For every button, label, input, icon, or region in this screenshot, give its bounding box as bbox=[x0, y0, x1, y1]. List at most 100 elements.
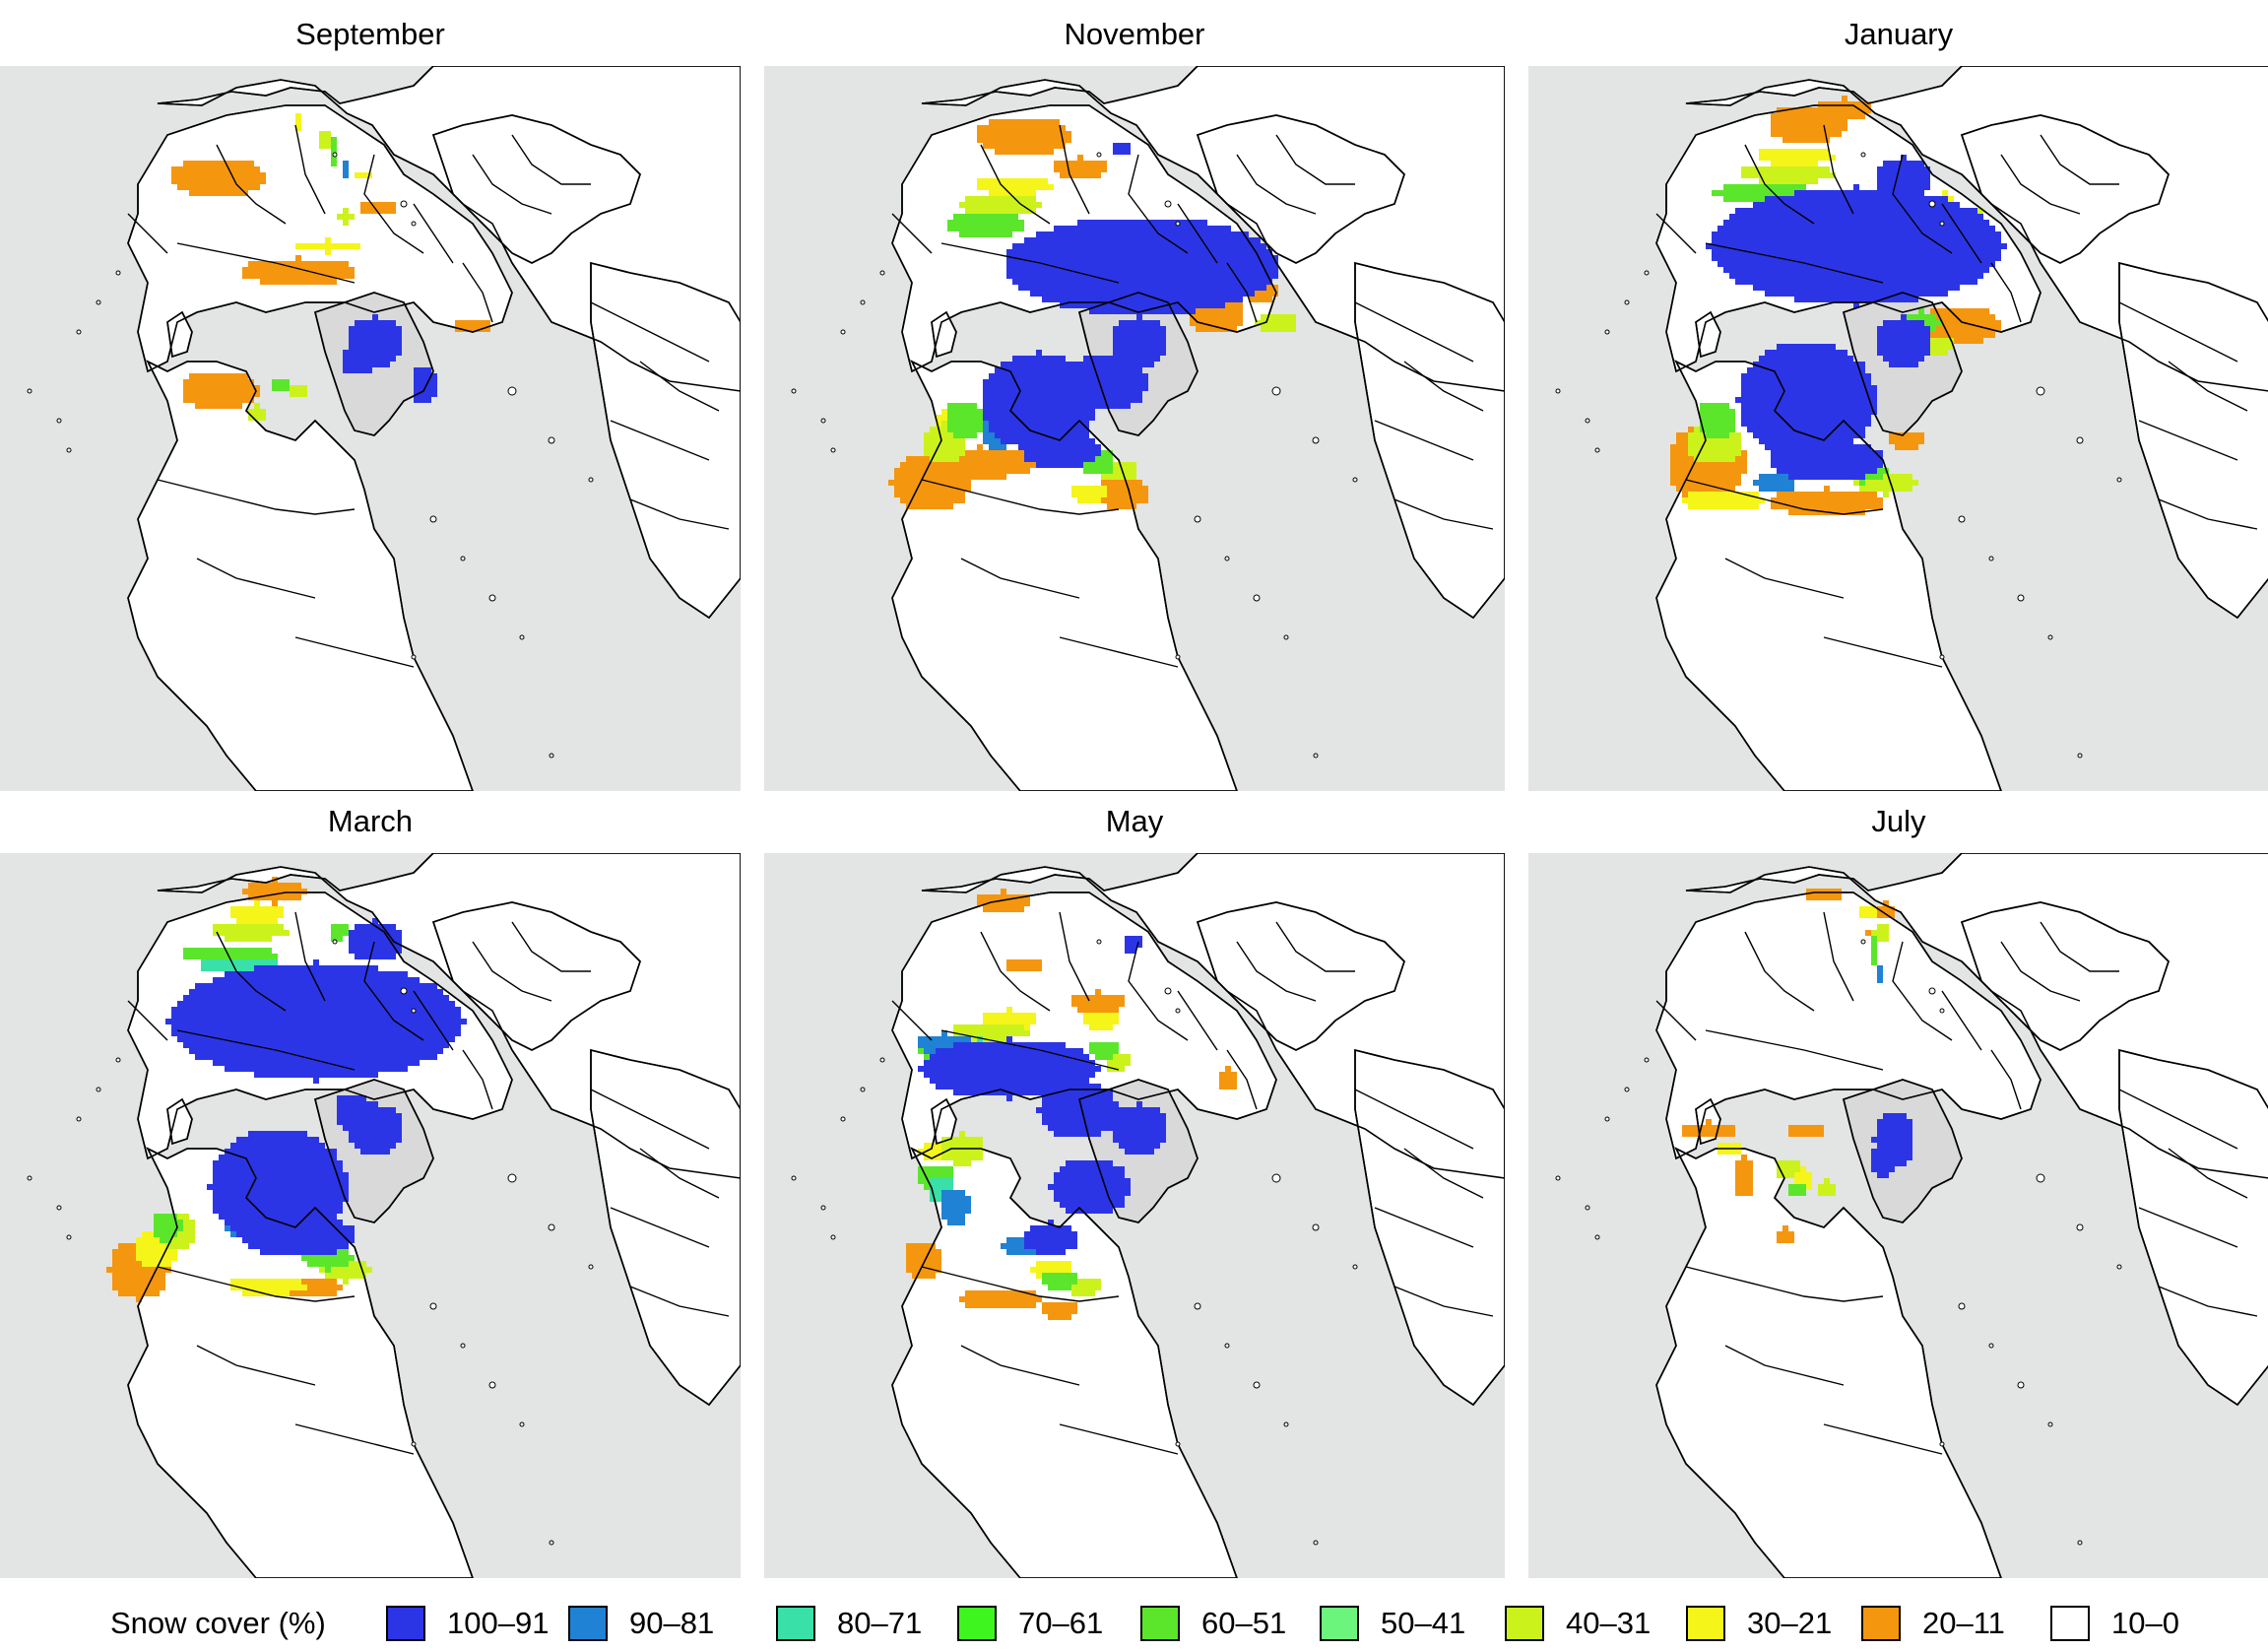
snow-cell bbox=[1036, 421, 1042, 427]
snow-cell bbox=[1847, 261, 1853, 267]
snow-cell bbox=[1054, 373, 1060, 379]
snow-cell bbox=[983, 462, 989, 468]
snow-cell bbox=[965, 220, 971, 226]
snow-cell bbox=[396, 332, 402, 338]
snow-cell bbox=[1024, 267, 1030, 273]
snow-cell bbox=[1036, 462, 1042, 468]
island bbox=[2048, 635, 2052, 639]
snow-cell bbox=[1712, 415, 1717, 421]
snow-cell bbox=[1060, 456, 1066, 462]
snow-cell bbox=[989, 208, 995, 214]
snow-cell bbox=[1859, 391, 1865, 397]
snow-cell bbox=[1012, 137, 1018, 143]
snow-cell bbox=[1255, 243, 1261, 249]
snow-cell bbox=[1266, 255, 1272, 261]
snow-cell bbox=[953, 462, 959, 468]
snow-cell bbox=[1859, 297, 1865, 302]
snow-cell bbox=[266, 267, 272, 273]
snow-cell bbox=[1747, 166, 1753, 172]
snow-cell bbox=[1089, 297, 1095, 302]
snow-cell bbox=[1824, 391, 1830, 397]
snow-cell bbox=[1066, 243, 1071, 249]
island bbox=[1195, 516, 1200, 522]
snow-cell bbox=[225, 385, 230, 391]
snow-cell bbox=[1877, 226, 1883, 231]
snow-cell bbox=[1871, 456, 1877, 462]
snow-cell bbox=[1824, 344, 1830, 350]
snow-cell bbox=[272, 385, 278, 391]
snow-cell bbox=[1219, 243, 1225, 249]
snow-cell bbox=[1030, 196, 1036, 202]
snow-cell bbox=[1842, 409, 1847, 415]
snow-cell bbox=[1954, 326, 1960, 332]
snow-cell bbox=[1036, 119, 1042, 125]
snow-cell bbox=[1735, 444, 1741, 450]
snow-cell bbox=[1847, 107, 1853, 113]
snow-cell bbox=[1800, 350, 1806, 356]
snow-cell bbox=[1741, 379, 1747, 385]
snow-cell bbox=[242, 379, 248, 385]
snow-cell bbox=[1083, 220, 1089, 226]
snow-cell bbox=[924, 450, 930, 456]
snow-cell bbox=[1765, 178, 1771, 184]
snow-cell bbox=[1966, 338, 1972, 344]
snow-cell bbox=[1859, 474, 1865, 480]
snow-cell bbox=[1907, 237, 1912, 243]
snow-cell bbox=[1836, 379, 1842, 385]
snow-cell bbox=[1741, 273, 1747, 279]
snow-cell bbox=[1201, 279, 1207, 285]
snow-cell bbox=[201, 385, 207, 391]
snow-cell bbox=[1012, 202, 1018, 208]
snow-cell bbox=[136, 1267, 142, 1273]
snow-cell bbox=[372, 326, 378, 332]
snow-cell bbox=[1190, 297, 1196, 302]
snow-cell bbox=[1989, 332, 1995, 338]
snow-cell bbox=[1824, 421, 1830, 427]
snow-cell bbox=[1255, 273, 1261, 279]
panel-title: January bbox=[1528, 13, 2268, 56]
snow-cell bbox=[1853, 113, 1859, 119]
snow-cell bbox=[1095, 267, 1101, 273]
snow-cell bbox=[1853, 297, 1859, 302]
snow-cell bbox=[1842, 450, 1847, 456]
snow-cell bbox=[1842, 497, 1847, 503]
snow-cell bbox=[183, 184, 189, 190]
snow-cell bbox=[1012, 356, 1018, 362]
snow-cell bbox=[1160, 350, 1166, 356]
snow-cell bbox=[1788, 409, 1794, 415]
snow-cell bbox=[189, 166, 195, 172]
snow-cell bbox=[1001, 131, 1006, 137]
snow-cell bbox=[1818, 113, 1824, 119]
snow-cell bbox=[1071, 291, 1077, 297]
snow-cell bbox=[900, 480, 906, 486]
snow-cell bbox=[1712, 403, 1717, 409]
snow-cell bbox=[1101, 367, 1107, 373]
snow-cell bbox=[1006, 220, 1012, 226]
snow-cell bbox=[1012, 226, 1018, 231]
snow-cell bbox=[1782, 409, 1788, 415]
snow-cell bbox=[977, 456, 983, 462]
snow-cell bbox=[1131, 226, 1136, 231]
snow-cell bbox=[1717, 474, 1723, 480]
snow-cell bbox=[1800, 220, 1806, 226]
snow-cell bbox=[983, 131, 989, 137]
snow-cell bbox=[906, 480, 912, 486]
snow-cell bbox=[1089, 391, 1095, 397]
snow-cell bbox=[1054, 143, 1060, 149]
snow-cell bbox=[1800, 397, 1806, 403]
snow-cell bbox=[1042, 178, 1048, 184]
snow-cell bbox=[254, 889, 260, 894]
snow-cell bbox=[1083, 297, 1089, 302]
snow-cell bbox=[349, 356, 355, 362]
snow-cell bbox=[1907, 332, 1912, 338]
snow-cell bbox=[1889, 273, 1895, 279]
snow-cell bbox=[1924, 196, 1930, 202]
snow-cell bbox=[1924, 249, 1930, 255]
snow-cell bbox=[1071, 273, 1077, 279]
snow-cell bbox=[1107, 480, 1113, 486]
snow-cell bbox=[989, 391, 995, 397]
snow-cell bbox=[1782, 427, 1788, 432]
snow-cell bbox=[1142, 231, 1148, 237]
snow-cell bbox=[1912, 178, 1918, 184]
snow-cell bbox=[1912, 326, 1918, 332]
